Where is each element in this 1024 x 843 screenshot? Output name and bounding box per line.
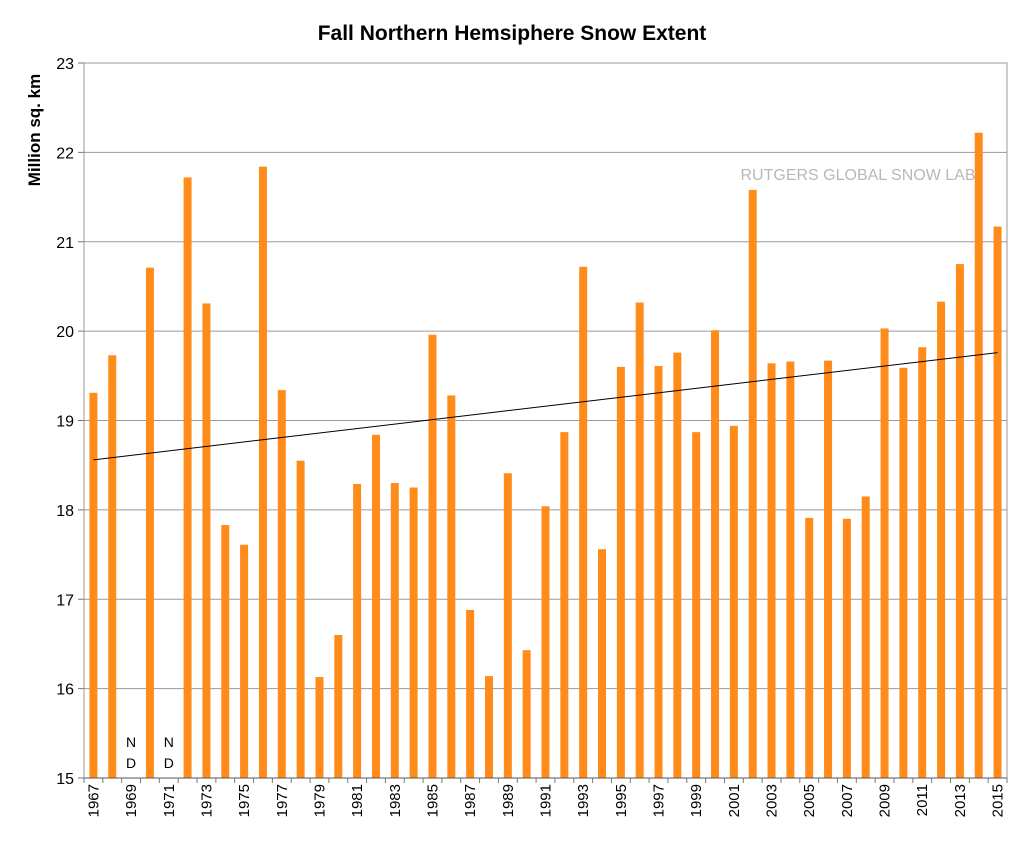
- bar-2013: [955, 264, 964, 778]
- bar-2011: [918, 347, 927, 778]
- bar-1983: [390, 483, 399, 778]
- trendline-group: [93, 352, 998, 461]
- x-tick-label: 1985: [424, 784, 441, 817]
- bar-1985: [428, 334, 437, 778]
- x-tick-label: 1969: [123, 784, 140, 817]
- bar-1998: [673, 352, 682, 778]
- no-data-label: D: [164, 755, 174, 771]
- chart-title: Fall Northern Hemsiphere Snow Extent: [318, 22, 707, 45]
- x-tick-label: 2001: [726, 784, 743, 817]
- x-tick-label: 1993: [575, 784, 592, 817]
- bar-1989: [503, 473, 512, 778]
- bars: [89, 132, 1002, 779]
- bar-1994: [598, 549, 607, 778]
- bar-1993: [579, 266, 588, 778]
- bar-1980: [334, 635, 343, 778]
- y-tick-label: 19: [56, 414, 74, 431]
- bar-2015: [993, 226, 1002, 778]
- y-axis-label: Million sq. km: [25, 74, 44, 186]
- no-data-label: D: [126, 755, 136, 771]
- x-tick-label: 1989: [500, 784, 517, 817]
- bar-1973: [202, 303, 211, 778]
- y-tick-label: 16: [56, 682, 74, 699]
- x-tick-label: 1997: [651, 784, 668, 817]
- y-tick-label: 21: [56, 235, 74, 252]
- bar-2012: [937, 301, 946, 778]
- x-tick-label: 1981: [349, 784, 366, 817]
- x-tick-label: 1999: [688, 784, 705, 817]
- bar-2000: [711, 330, 720, 778]
- x-tick-label: 1977: [274, 784, 291, 817]
- x-tick-label: 1995: [613, 784, 630, 817]
- bar-1992: [560, 432, 569, 778]
- bar-1984: [409, 487, 418, 778]
- bar-1987: [466, 609, 475, 778]
- x-tick-label: 1983: [387, 784, 404, 817]
- bar-1979: [315, 677, 324, 778]
- bar-1972: [183, 177, 192, 778]
- bar-1988: [484, 676, 493, 778]
- x-tick-label: 2013: [952, 784, 969, 817]
- y-tick-label: 18: [56, 503, 74, 520]
- x-tick-label: 2015: [990, 784, 1007, 817]
- bar-1986: [447, 395, 456, 778]
- x-tick-label: 2009: [877, 784, 894, 817]
- bar-2008: [861, 496, 870, 778]
- x-tick-label: 2005: [801, 784, 818, 817]
- bar-2006: [824, 360, 833, 778]
- bar-1982: [371, 434, 380, 778]
- bar-1990: [522, 650, 531, 778]
- bar-1977: [277, 390, 286, 778]
- bar-2014: [974, 132, 983, 778]
- y-tick-label: 22: [56, 145, 74, 162]
- x-tick-label: 1973: [198, 784, 215, 817]
- bar-1999: [692, 432, 701, 778]
- bar-1981: [353, 483, 362, 778]
- x-tick-label: 2011: [914, 784, 931, 816]
- bar-1997: [654, 365, 663, 778]
- bar-2007: [842, 518, 851, 778]
- bar-1991: [541, 506, 550, 778]
- bar-1967: [89, 392, 98, 778]
- bar-2001: [729, 425, 738, 778]
- bar-2004: [786, 361, 795, 778]
- watermark-label: RUTGERS GLOBAL SNOW LAB: [740, 167, 975, 184]
- y-tick-label: 17: [56, 592, 74, 609]
- x-tick-label: 1967: [85, 784, 102, 817]
- bar-1974: [221, 525, 230, 778]
- axes: [78, 62, 1008, 783]
- bar-1976: [258, 166, 267, 779]
- no-data-label: N: [164, 734, 174, 750]
- no-data-label: N: [126, 734, 136, 750]
- bar-2003: [767, 363, 776, 778]
- x-tick-label: 1991: [538, 784, 555, 817]
- bar-2002: [748, 189, 757, 779]
- x-tick-label: 1971: [161, 784, 178, 817]
- x-tick-label: 1979: [311, 784, 328, 817]
- bar-2009: [880, 328, 889, 778]
- bar-1970: [145, 267, 154, 778]
- x-tick-label: 2003: [764, 784, 781, 817]
- bar-1978: [296, 460, 305, 778]
- bar-2010: [899, 367, 908, 778]
- bar-1968: [108, 355, 117, 778]
- x-tick-label: 2007: [839, 784, 856, 817]
- bar-1975: [240, 544, 249, 778]
- y-tick-label: 23: [56, 56, 74, 73]
- x-tick-label: 1975: [236, 784, 253, 817]
- trend-line: [93, 352, 998, 461]
- y-tick-label: 15: [56, 771, 74, 788]
- y-tick-label: 20: [56, 324, 74, 341]
- x-tick-label: 1987: [462, 784, 479, 817]
- bar-2005: [805, 517, 814, 778]
- bar-1995: [616, 366, 625, 778]
- bar-1996: [635, 302, 644, 778]
